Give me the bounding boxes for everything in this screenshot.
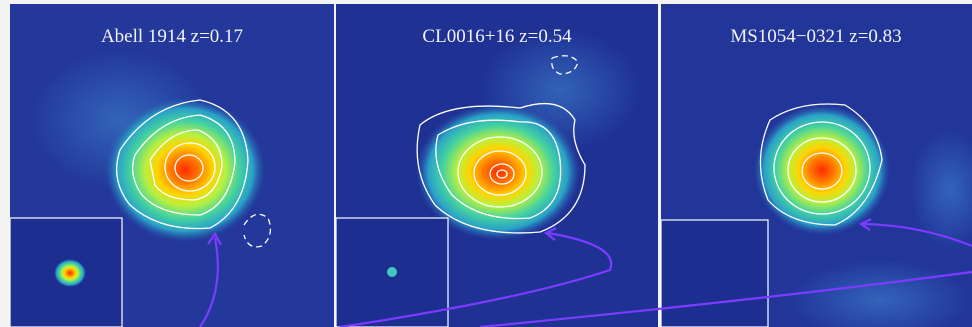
- figure: Abell 1914 z=0.17 CL0016+16 z=0.54 MS105…: [0, 0, 972, 327]
- panel-title: CL0016+16 z=0.54: [422, 26, 572, 47]
- inset: [661, 220, 768, 327]
- panel-title: Abell 1914 z=0.17: [101, 26, 243, 47]
- page: Abell 1914 z=0.17 CL0016+16 z=0.54 MS105…: [0, 0, 972, 327]
- inset-source: [387, 267, 397, 277]
- cluster-emission: [105, 98, 265, 242]
- inset-source: [54, 259, 86, 287]
- panel-title: MS1054−0321 z=0.83: [730, 26, 901, 47]
